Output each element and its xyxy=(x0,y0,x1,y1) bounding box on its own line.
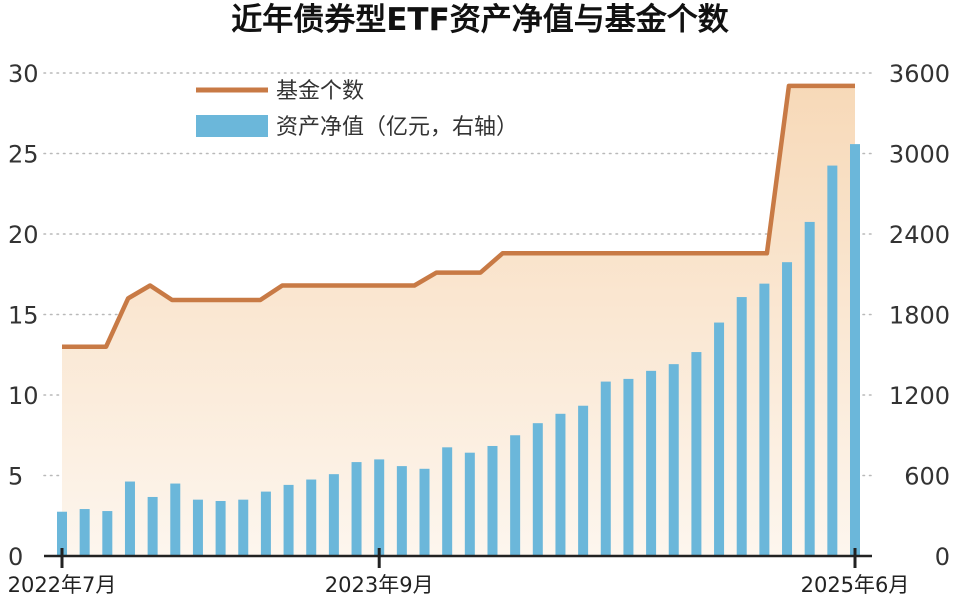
bar xyxy=(736,297,747,556)
bar xyxy=(782,262,793,556)
right-tick-label: 600 xyxy=(904,463,950,491)
x-tick-label: 2022年7月 xyxy=(8,573,117,597)
left-tick-label: 15 xyxy=(8,302,39,330)
right-tick-label: 1200 xyxy=(889,382,950,410)
legend-label-fund-count: 基金个数 xyxy=(276,79,364,104)
right-tick-label: 2400 xyxy=(889,221,950,249)
fund-count-area xyxy=(62,85,855,557)
fund-count-line xyxy=(62,83,855,349)
bar xyxy=(691,352,702,556)
left-tick-label: 0 xyxy=(8,543,23,571)
bar xyxy=(759,283,770,556)
bar xyxy=(668,364,679,556)
x-tick-label: 2023年9月 xyxy=(325,573,434,597)
bars xyxy=(57,144,860,557)
bar xyxy=(419,468,430,556)
bar xyxy=(555,413,566,556)
bar xyxy=(328,474,339,556)
left-tick-label: 5 xyxy=(8,463,23,491)
bar xyxy=(124,481,135,556)
bar xyxy=(578,405,589,556)
bar xyxy=(238,499,249,556)
bar xyxy=(260,491,271,556)
bar xyxy=(170,483,181,556)
bar xyxy=(102,511,113,556)
right-tick-label: 3600 xyxy=(889,60,950,88)
bar xyxy=(442,447,453,556)
bar xyxy=(646,370,657,556)
legend-bar-swatch xyxy=(196,115,268,137)
bar xyxy=(827,165,838,556)
bar xyxy=(374,459,385,556)
right-tick-label: 1800 xyxy=(889,302,950,330)
bar xyxy=(510,435,521,556)
x-axis: 2022年7月 2023年9月 2025年6月 xyxy=(8,548,910,597)
right-axis: 0 600 1200 1800 2400 3000 3600 xyxy=(889,60,950,571)
chart-title: 近年债券型ETF资产净值与基金个数 xyxy=(231,2,729,38)
bar xyxy=(804,221,815,557)
bar xyxy=(79,509,90,556)
bar xyxy=(215,500,226,556)
bar xyxy=(850,144,860,556)
bar xyxy=(464,452,475,556)
right-tick-label: 3000 xyxy=(889,141,950,169)
bar xyxy=(147,496,158,556)
legend-label-net-asset: 资产净值（亿元，右轴） xyxy=(276,115,518,140)
left-axis: 0 5 10 15 20 25 30 xyxy=(8,60,39,571)
bar xyxy=(283,484,294,556)
bar xyxy=(532,423,543,556)
bar xyxy=(306,479,317,556)
left-tick-label: 20 xyxy=(8,221,39,249)
bar xyxy=(57,511,67,556)
bar xyxy=(351,462,362,556)
bar xyxy=(600,381,611,556)
legend: 基金个数 资产净值（亿元，右轴） xyxy=(196,79,518,140)
left-tick-label: 10 xyxy=(8,382,39,410)
left-tick-label: 25 xyxy=(8,141,39,169)
bar xyxy=(192,499,203,556)
x-tick-label: 2025年6月 xyxy=(801,573,910,597)
left-tick-label: 30 xyxy=(8,60,39,88)
bar xyxy=(623,378,634,556)
bar xyxy=(714,322,725,556)
bar xyxy=(487,445,498,556)
bar xyxy=(396,466,407,556)
right-tick-label: 0 xyxy=(935,543,950,571)
